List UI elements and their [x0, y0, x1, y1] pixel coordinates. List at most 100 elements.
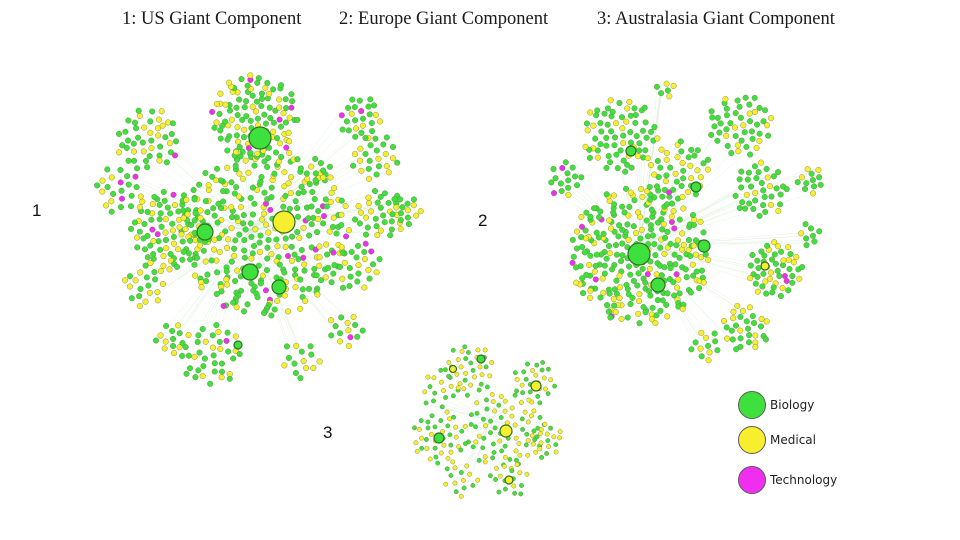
us-node [238, 76, 245, 83]
europe-node [692, 339, 699, 346]
us-node [249, 211, 256, 218]
us-node [374, 232, 381, 239]
us-node [328, 189, 335, 196]
us-node [152, 337, 159, 344]
europe-node [752, 108, 759, 115]
europe-node [746, 304, 753, 311]
europe-node [643, 134, 650, 141]
australasia-node [433, 454, 439, 460]
europe-node [767, 275, 774, 282]
europe-node [607, 250, 614, 257]
europe-node [809, 232, 816, 239]
europe-node [748, 183, 755, 190]
us-node [198, 279, 205, 286]
europe-node [734, 142, 741, 149]
legend-item-technology: Technology [738, 465, 837, 495]
europe-node [756, 130, 763, 137]
europe-node [596, 214, 603, 221]
europe-node [627, 139, 634, 146]
europe-node [613, 120, 620, 127]
europe-network-nodes [548, 80, 824, 364]
us-node [240, 220, 247, 227]
australasia-node [427, 456, 433, 462]
us-node [218, 360, 225, 367]
us-node [370, 261, 377, 268]
europe-node [736, 176, 743, 183]
us-node [363, 231, 370, 238]
europe-node [579, 223, 586, 230]
australasia-node [448, 473, 454, 478]
europe-node [758, 248, 765, 255]
europe-node [587, 294, 594, 301]
australasia-node [414, 448, 420, 454]
europe-node [630, 223, 637, 230]
europe-node [678, 148, 685, 155]
europe-node [674, 154, 681, 161]
us-node [377, 118, 384, 125]
europe-node [721, 318, 728, 325]
us-node [293, 342, 300, 349]
europe-node [789, 279, 796, 286]
us-node [195, 367, 202, 374]
us-node [303, 365, 310, 372]
australasia-node [537, 400, 543, 406]
us-node [259, 95, 266, 102]
us-node [131, 157, 138, 164]
australasia-node [464, 392, 470, 398]
us-node [303, 170, 310, 177]
australasia-edge [479, 386, 491, 421]
europe-node [658, 216, 665, 223]
europe-node [666, 93, 673, 100]
europe-node [644, 155, 651, 162]
us-node [261, 111, 268, 118]
us-node [276, 96, 283, 103]
australasia-node [488, 418, 493, 424]
europe-node [612, 134, 619, 141]
australasia-hub-node [433, 432, 445, 444]
us-node [272, 107, 279, 114]
us-node [192, 374, 199, 381]
europe-node [699, 267, 706, 274]
australasia-node [468, 421, 474, 427]
us-node [404, 214, 411, 221]
us-node [331, 185, 338, 192]
europe-node [551, 190, 558, 197]
us-node [254, 294, 261, 301]
us-node [257, 249, 264, 256]
europe-node [764, 122, 771, 129]
europe-node [630, 277, 637, 284]
australasia-node [496, 489, 502, 495]
europe-node [611, 302, 618, 309]
us-node [154, 125, 161, 132]
us-node [291, 360, 298, 367]
us-node [281, 292, 288, 299]
us-node [147, 242, 154, 249]
us-node [213, 291, 220, 298]
europe-node [732, 110, 739, 117]
us-node [239, 116, 246, 123]
us-node [310, 365, 317, 372]
us-node [292, 266, 299, 273]
europe-node [688, 346, 695, 353]
us-node [155, 238, 162, 245]
europe-node [628, 164, 635, 171]
europe-node [744, 176, 751, 183]
australasia-node [450, 393, 456, 399]
australasia-node [517, 470, 523, 476]
australasia-node [527, 389, 533, 395]
europe-node [698, 329, 705, 336]
europe-node [708, 108, 715, 115]
australasia-node [512, 490, 517, 496]
us-node [254, 115, 261, 122]
australasia-node [450, 459, 456, 465]
europe-node [759, 283, 766, 290]
australasia-node [553, 449, 559, 455]
us-node [147, 118, 154, 125]
europe-node [661, 250, 668, 257]
europe-node [762, 107, 769, 114]
us-node [277, 123, 284, 130]
us-node [136, 293, 143, 300]
europe-node [557, 180, 564, 187]
us-node [312, 155, 319, 162]
europe-node [747, 118, 754, 125]
